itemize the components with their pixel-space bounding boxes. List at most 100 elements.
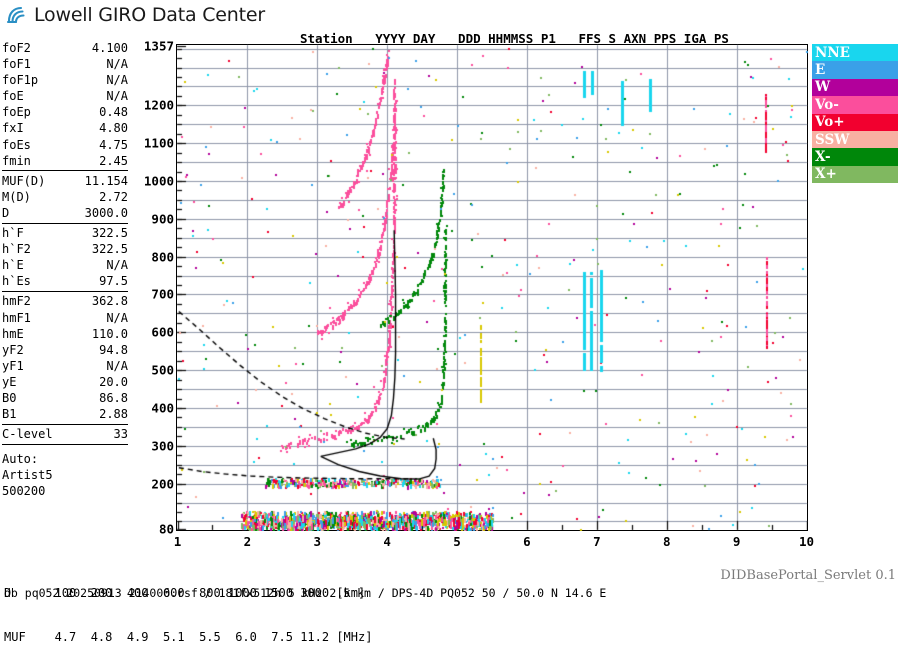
- param-key: h`F: [2, 226, 24, 241]
- param-key: MUF(D): [2, 173, 46, 188]
- x-tick-label: 10: [798, 534, 815, 549]
- ionogram-plot[interactable]: [176, 44, 808, 531]
- legend-item-vo-[interactable]: Vo+: [812, 113, 898, 131]
- param-key: B1: [2, 407, 17, 422]
- legend-item-label: Vo+: [815, 114, 845, 131]
- param-row: foF1 N/A: [2, 56, 128, 72]
- legend-item-e[interactable]: E: [812, 61, 898, 79]
- autoscale-label: Auto:: [2, 451, 39, 466]
- legend-item-w[interactable]: W: [812, 78, 898, 97]
- param-key: foEs: [2, 137, 31, 152]
- param-key: foF2: [2, 41, 31, 55]
- y-tick-label: 700: [151, 286, 174, 302]
- param-row: h`E N/A: [2, 257, 128, 273]
- param-group-profile: hmF2 362.8 hmF1 N/A hmE 110.0 yF2 94.8 yF1 N/…: [2, 293, 128, 422]
- x-tick-label: 9: [732, 534, 741, 549]
- param-row: h`Es 97.5: [2, 273, 128, 289]
- x-tick-label: 3: [313, 534, 322, 549]
- param-key: yF2: [2, 342, 24, 357]
- y-axis-labels: 80 200 300 400 500 600 700 800 900 1000 1100 1200 13…: [130, 38, 174, 538]
- legend-item-vo-[interactable]: Vo-: [812, 96, 898, 114]
- param-key: hmF1: [2, 310, 31, 325]
- y-tick-label: 500: [151, 362, 174, 378]
- param-value: 33: [113, 427, 128, 442]
- muf-row-distance: D 100 200 400 600 800 1000 1500 3000 [km…: [4, 586, 366, 601]
- y-tick-label: 600: [151, 324, 174, 340]
- muf-distance-table: D 100 200 400 600 800 1000 1500 3000 [km…: [4, 557, 372, 659]
- autoscale-version: 500200: [2, 483, 46, 498]
- legend-item-label: SSW: [815, 131, 850, 148]
- param-key: foEp: [2, 105, 31, 120]
- param-value: 2.72: [99, 189, 128, 204]
- param-key: B0: [2, 390, 17, 405]
- legend-item-ssw[interactable]: SSW: [812, 130, 898, 149]
- param-row: hmF2 362.8: [2, 293, 128, 309]
- param-row: yE 20.0: [2, 374, 128, 390]
- legend-item-x-[interactable]: X+: [812, 165, 898, 184]
- param-key: hmE: [2, 326, 24, 341]
- legend-item-label: X+: [815, 166, 837, 183]
- y-tick-label: 200: [151, 476, 174, 492]
- station-header-columns: Station YYYY DAY DDD HHMMSS P1 FFS S AXN…: [300, 31, 729, 46]
- legend-item-label: NNE: [815, 44, 850, 61]
- param-key: h`E: [2, 258, 24, 273]
- param-key: foE: [2, 89, 24, 104]
- param-value: 4.80: [99, 121, 128, 136]
- param-row: yF1 N/A: [2, 358, 128, 374]
- param-key: fxI: [2, 121, 24, 136]
- param-row: fmin 2.45: [2, 153, 128, 169]
- x-tick-label: 5: [453, 534, 461, 549]
- y-tick-label: 800: [151, 249, 174, 265]
- param-value: 322.5: [91, 226, 128, 241]
- param-value: 4.100: [91, 41, 128, 55]
- param-value: 4.75: [99, 137, 128, 152]
- y-tick-label: 80: [158, 521, 174, 537]
- param-row: foF1p N/A: [2, 72, 128, 88]
- param-key: C-level: [2, 427, 53, 442]
- param-value: 2.88: [99, 407, 128, 422]
- param-value: 20.0: [99, 374, 128, 389]
- param-value: 94.8: [99, 342, 128, 357]
- divider: [2, 423, 128, 425]
- y-tick-label: 400: [151, 400, 174, 416]
- y-tick-label: 1000: [143, 173, 174, 189]
- param-row: foF2 4.100: [2, 40, 128, 56]
- param-key: hmF2: [2, 294, 31, 309]
- param-row: B1 2.88: [2, 406, 128, 422]
- param-key: yF1: [2, 358, 24, 373]
- param-value: 3000.0: [84, 205, 128, 220]
- param-row: fxI 4.80: [2, 120, 128, 136]
- autoscale-info: Auto: Artist5 500200: [2, 451, 128, 499]
- servlet-version-label: DIDBasePortal_Servlet 0.1: [720, 568, 896, 583]
- x-tick-label: 6: [523, 534, 531, 549]
- source-file-line: db pq052 20250913 214000.rsf / 181fx512h…: [4, 586, 607, 600]
- autoscale-program: Artist5: [2, 467, 53, 482]
- param-value: 97.5: [99, 274, 128, 289]
- brand-title: Lowell GIRO Data Center: [34, 4, 265, 26]
- legend-item-nne[interactable]: NNE: [812, 44, 898, 62]
- param-row: foEp 0.48: [2, 104, 128, 120]
- y-tick-label: 1200: [143, 97, 174, 113]
- param-key: h`Es: [2, 274, 31, 289]
- divider: [2, 290, 128, 292]
- param-row: hmF1 N/A: [2, 310, 128, 326]
- param-value: N/A: [106, 89, 128, 104]
- divider: [2, 170, 128, 172]
- param-value: 0.48: [99, 105, 128, 120]
- x-tick-label: 1: [173, 534, 182, 549]
- param-value: N/A: [106, 358, 128, 373]
- param-group-frequencies: foF2 4.100 foF1 N/A foF1p N/A foE N/A foEp 0.…: [2, 40, 128, 169]
- param-value: N/A: [106, 57, 128, 72]
- parameter-panel: foF2 4.100 foF1 N/A foF1p N/A foE N/A foEp 0.…: [2, 40, 128, 499]
- x-tick-label: 4: [383, 534, 391, 549]
- param-value: 86.8: [99, 390, 128, 405]
- ionogram-canvas[interactable]: [176, 44, 808, 531]
- giro-wave-logo-icon: [6, 5, 32, 25]
- x-axis-labels: 1 2 3 4 5 6 7 8 9 10: [173, 534, 816, 554]
- divider: [2, 443, 128, 445]
- param-row: h`F 322.5: [2, 225, 128, 241]
- legend-item-x-[interactable]: X-: [812, 148, 898, 166]
- param-group-muf: MUF(D) 11.154 M(D) 2.72 D 3000.0: [2, 173, 128, 221]
- param-value: N/A: [106, 258, 128, 273]
- param-value: 322.5: [91, 242, 128, 257]
